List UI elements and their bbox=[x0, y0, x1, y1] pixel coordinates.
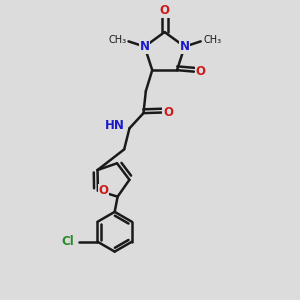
Text: O: O bbox=[163, 106, 173, 119]
Text: Cl: Cl bbox=[61, 235, 74, 248]
Text: O: O bbox=[98, 184, 108, 197]
Text: N: N bbox=[180, 40, 190, 53]
Text: O: O bbox=[195, 65, 206, 78]
Text: CH₃: CH₃ bbox=[203, 34, 221, 45]
Text: N: N bbox=[140, 40, 150, 53]
Text: CH₃: CH₃ bbox=[108, 34, 126, 45]
Text: O: O bbox=[160, 4, 170, 17]
Text: HN: HN bbox=[105, 119, 125, 133]
